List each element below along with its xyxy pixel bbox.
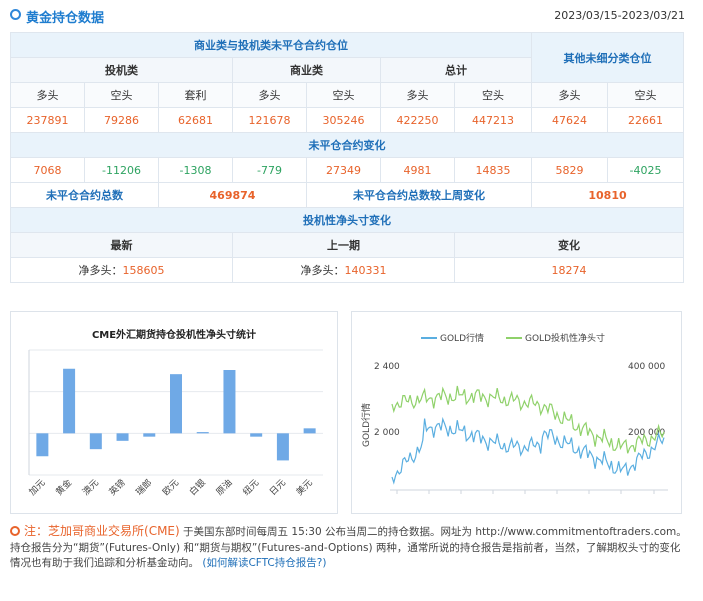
x-axis-ticks [396,490,655,494]
change-header: 未平仓合约变化 [9,132,685,158]
x-tick-label: 欧元 [160,477,181,498]
bar [63,368,76,434]
change-value: 4981 [380,157,455,183]
cftc-guide-link[interactable]: (如何解读CFTC持仓报告?) [202,557,327,569]
change-value: 27349 [306,157,381,183]
col-commercial: 商业类 [232,57,381,83]
change-value: -4025 [607,157,685,183]
bar [143,433,156,437]
legend: GOLD行情 GOLD投机性净头寸 [421,332,605,344]
col-speculative: 投机类 [10,57,233,83]
bar [276,433,289,461]
x-tick-label: 原油 [213,477,234,498]
group-header-nonreportable: 其他未细分类仓位 [531,32,685,83]
col-long: 多头 [380,82,455,108]
net-position-line [391,385,665,454]
y-left-tick: 2 000 [374,428,400,438]
position-value: 47624 [531,107,609,133]
x-tick-label: 黄金 [53,477,74,498]
latest-value: 158605 [122,264,165,277]
change-value: 5829 [531,157,609,183]
net-position-bar-chart: CME外汇期货持仓投机性净头寸统计 加元 黄金 澳元 英镑 瑞郎 欧元 白银 原油 纽元 日元 美元 [27,328,323,498]
oi-total-value: 469874 [158,182,307,208]
note-label: 注： [24,524,49,538]
position-value: 305246 [306,107,381,133]
latest-net-long: 净多头：158605 [10,257,233,283]
x-tick-label: 澳元 [80,477,101,498]
previous-net-long: 净多头：140331 [232,257,455,283]
previous-value: 140331 [344,264,387,277]
circle-icon [10,526,20,536]
position-value: 121678 [232,107,307,133]
x-tick-label: 白银 [187,477,208,498]
oi-change-value: 10810 [531,182,685,208]
oi-change-label: 未平仓合约总数较上周变化 [305,182,533,208]
date-range: 2023/03/15-2023/03/21 [554,9,685,22]
change-value: -1308 [158,157,233,183]
position-value: 237891 [10,107,85,133]
x-tick-label: 美元 [294,477,315,498]
change-net-long: 18274 [453,257,685,283]
col-change: 变化 [453,232,685,258]
bar [36,433,49,457]
bar [303,428,316,434]
net-long-prefix: 净多头： [78,264,123,277]
legend-label-price: GOLD行情 [440,332,484,344]
x-tick-label: 日元 [268,477,289,498]
bar [170,374,182,434]
col-spread: 套利 [158,82,233,108]
col-short: 空头 [453,82,533,108]
note-text: 于美国东部时间每周五 15:30 公布当周二的持仓数据。网址为 http://w… [10,526,687,569]
position-value: 22661 [607,107,685,133]
bar [250,433,263,437]
x-tick-label: 纽元 [240,477,261,498]
legend-label-net: GOLD投机性净头寸 [525,332,605,344]
positions-table: 商业类与投机类未平仓合约仓位 其他未细分类仓位 投机类 商业类 总计 多头 空头… [9,32,685,283]
col-long: 多头 [232,82,307,108]
col-long: 多头 [531,82,609,108]
change-value: 7068 [10,157,85,183]
col-short: 空头 [607,82,685,108]
gold-price-chart-panel: GOLD行情 GOLD投机性净头寸 2 400 2 000 400 000 20… [351,311,682,514]
col-short: 空头 [306,82,381,108]
bar [196,432,209,434]
group-header-commercial-spec: 商业类与投机类未平仓合约仓位 [9,32,533,58]
bar [89,433,102,450]
x-tick-label: 英镑 [106,477,127,498]
y-right-tick: 400 000 [628,362,665,372]
y-right-tick: 200 000 [628,428,665,438]
col-short: 空头 [84,82,159,108]
gold-price-line [391,416,665,485]
gold-line-chart: GOLD行情 GOLD投机性净头寸 2 400 2 000 400 000 20… [360,332,668,494]
net-long-prefix: 净多头： [300,264,345,277]
circle-icon [10,9,21,20]
x-tick-label: 加元 [27,477,48,498]
col-long: 多头 [10,82,85,108]
col-total: 总计 [379,57,533,83]
y-left-tick: 2 400 [374,362,400,372]
change-value: 14835 [453,157,533,183]
position-value: 79286 [84,107,159,133]
bar [116,433,129,441]
page-title: 黄金持仓数据 [26,11,105,26]
page-header: 黄金持仓数据 2023/03/15-2023/03/21 [0,0,703,30]
change-value: -779 [232,157,307,183]
footnote: 注：芝加哥商业交易所(CME) 于美国东部时间每周五 15:30 公布当周二的持… [10,524,690,572]
oi-total-label: 未平仓合约总数 [10,182,159,208]
change-value: -11206 [84,157,159,183]
col-latest: 最新 [10,232,233,258]
position-value: 447213 [453,107,533,133]
net-header: 投机性净头寸变化 [9,207,685,233]
position-value: 422250 [380,107,455,133]
chart-title: CME外汇期货持仓投机性净头寸统计 [92,328,256,341]
bar [223,370,236,434]
x-tick-label: 瑞郎 [133,477,154,498]
col-previous: 上一期 [232,232,455,258]
cme-link[interactable]: 芝加哥商业交易所(CME) [48,524,180,538]
y-axis-label: GOLD行情 [360,403,372,447]
net-position-chart-panel: CME外汇期货持仓投机性净头寸统计 加元 黄金 澳元 英镑 瑞郎 欧元 白银 原油 纽元 日元 美元 [10,311,338,514]
position-value: 62681 [158,107,233,133]
